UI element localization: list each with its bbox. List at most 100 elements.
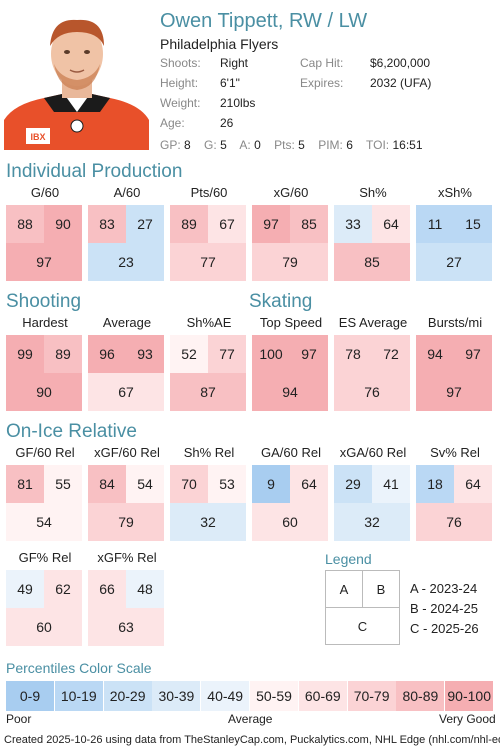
section-title-shooting: Shooting (6, 291, 82, 312)
stat-cell-a-a-60: 83 (88, 205, 126, 243)
jersey-sponsor-logo: IBX (30, 132, 45, 142)
stat-cell-b-hardest: 89 (44, 335, 82, 373)
scale-bin-20-29: 20-29 (103, 681, 152, 711)
stat-cell-b-g-60: 90 (44, 205, 82, 243)
stat-cell-a-g-60: 88 (6, 205, 44, 243)
scale-label-very-good: Very Good (439, 712, 496, 726)
stat-cell-b-sv-rel: 64 (454, 465, 492, 503)
stat-cell-b-average: 93 (126, 335, 164, 373)
player-photo: IBX (4, 8, 149, 150)
legend-item-a: A - 2023-24 (410, 581, 478, 596)
stat-cell-c-sh-ae: 87 (170, 373, 246, 411)
stat-cell-a-es-average: 78 (334, 335, 372, 373)
team-name: Philadelphia Flyers (160, 36, 279, 52)
stat-cell-c-average: 67 (88, 373, 164, 411)
stat-cell-a-xsh: 11 (416, 205, 454, 243)
stat-cell-b-xga-60-rel: 41 (372, 465, 410, 503)
stat-cell-a-xgf-60-rel: 84 (88, 465, 126, 503)
section-title-onice: On-Ice Relative (6, 421, 137, 442)
stat-cell-c-es-average: 76 (334, 373, 410, 411)
stat-cell-c-xsh: 27 (416, 243, 492, 281)
info-shoots: Shoots: (160, 56, 201, 70)
stat-cell-a-average: 96 (88, 335, 126, 373)
stat-cell-b-sh: 64 (372, 205, 410, 243)
section-title-skating: Skating (249, 291, 313, 312)
stat-cell-c-a-60: 23 (88, 243, 164, 281)
stat-cell-b-xg-60: 85 (290, 205, 328, 243)
stat-label-es-average: ES Average (338, 315, 408, 330)
section-title-individual: Individual Production (6, 161, 183, 182)
scale-bin-80-89: 80-89 (396, 681, 445, 711)
info-age-value: 26 (220, 116, 234, 130)
stat-cell-b-sh-rel: 53 (208, 465, 246, 503)
color-scale-title: Percentiles Color Scale (6, 660, 152, 676)
stat-label-xga-60-rel: xGA/60 Rel (339, 445, 407, 460)
stat-cell-c-sh-rel: 32 (170, 503, 246, 541)
stat-cell-b-ga-60-rel: 64 (290, 465, 328, 503)
stat-label-sh-rel: Sh% Rel (183, 445, 235, 460)
contract-cap-hit: Cap Hit: (300, 56, 344, 70)
info-shoots-value: Right (220, 56, 249, 70)
stat-label-pts-60: Pts/60 (190, 185, 228, 200)
stat-cell-c-sh: 85 (334, 243, 410, 281)
stat-cell-c-top-speed: 94 (252, 373, 328, 411)
legend-cell-b: B (362, 570, 400, 608)
info-weight: Weight: (160, 96, 201, 110)
stat-cell-a-xgf-rel: 66 (88, 570, 126, 608)
info-height: Height: (160, 76, 199, 90)
legend-cell-c: C (325, 607, 400, 645)
stat-cell-b-xgf-rel: 48 (126, 570, 164, 608)
stat-cell-b-xsh: 15 (454, 205, 492, 243)
stat-cell-a-xga-60-rel: 29 (334, 465, 372, 503)
stat-label-sh: Sh% (359, 185, 387, 200)
stat-cell-b-gf-rel: 62 (44, 570, 82, 608)
footer-credits: Created 2025-10-26 using data from TheSt… (4, 734, 500, 746)
stat-label-xgf-60-rel: xGF/60 Rel (94, 445, 160, 460)
stat-cell-b-a-60: 27 (126, 205, 164, 243)
stat-label-gf-rel: GF% Rel (18, 550, 72, 565)
info-weight-value: 210lbs (220, 96, 256, 110)
stat-cell-b-pts-60: 67 (208, 205, 246, 243)
stat-label-xg-60: xG/60 (273, 185, 309, 200)
stat-label-bursts-mi: Bursts/mi (427, 315, 483, 330)
stat-cell-a-gf-60-rel: 81 (6, 465, 44, 503)
stat-cell-a-top-speed: 100 (252, 335, 290, 373)
stat-cell-c-ga-60-rel: 60 (252, 503, 328, 541)
scale-bin-60-69: 60-69 (298, 681, 347, 711)
contract-expires: Expires: (300, 76, 344, 90)
season-stat-line: GP: 8 G: 5 A: 0 Pts: 5 PIM: 6 TOI: 16:51 (160, 138, 423, 152)
stat-cell-c-hardest: 90 (6, 373, 82, 411)
stat-label-xsh: xSh% (438, 185, 472, 200)
stat-label-top-speed: Top Speed (259, 315, 323, 330)
stat-label-average: Average (102, 315, 152, 330)
stat-cell-a-bursts-mi: 94 (416, 335, 454, 373)
stat-cell-a-sh-ae: 52 (170, 335, 208, 373)
stat-cell-a-hardest: 99 (6, 335, 44, 373)
scale-label-poor: Poor (6, 712, 32, 726)
scale-bin-0-9: 0-9 (6, 681, 54, 711)
stat-label-g-60: G/60 (30, 185, 60, 200)
scale-bin-30-39: 30-39 (152, 681, 201, 711)
stat-cell-c-xgf-60-rel: 79 (88, 503, 164, 541)
stat-cell-b-es-average: 72 (372, 335, 410, 373)
scale-bin-70-79: 70-79 (347, 681, 396, 711)
scale-bin-90-100: 90-100 (445, 681, 494, 711)
stat-cell-b-bursts-mi: 97 (454, 335, 492, 373)
info-height-value: 6'1" (220, 76, 240, 90)
stat-cell-a-ga-60-rel: 9 (252, 465, 290, 503)
legend-title: Legend (325, 551, 372, 567)
legend-item-c: C - 2025-26 (410, 621, 479, 636)
stat-label-gf-60-rel: GF/60 Rel (15, 445, 75, 460)
scale-label-average: Average (228, 712, 273, 726)
stat-cell-c-bursts-mi: 97 (416, 373, 492, 411)
stat-label-a-60: A/60 (113, 185, 141, 200)
contract-expires-value: 2032 (UFA) (370, 76, 432, 90)
info-age: Age: (160, 116, 185, 130)
stat-cell-b-xgf-60-rel: 54 (126, 465, 164, 503)
stat-cell-c-xg-60: 79 (252, 243, 328, 281)
stat-cell-b-gf-60-rel: 55 (44, 465, 82, 503)
stat-cell-c-gf-rel: 60 (6, 608, 82, 646)
stat-cell-a-sh-rel: 70 (170, 465, 208, 503)
stat-cell-a-xg-60: 97 (252, 205, 290, 243)
stat-cell-c-sv-rel: 76 (416, 503, 492, 541)
